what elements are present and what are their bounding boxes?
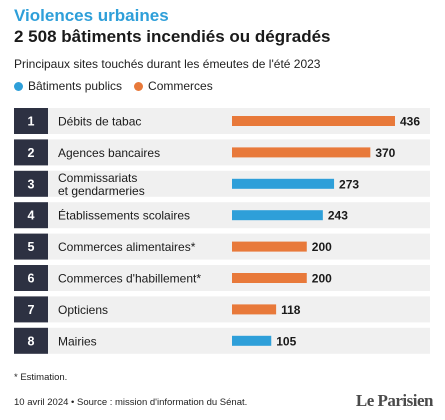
- rank-box: [14, 233, 48, 260]
- legend-label-publics: Bâtiments publics: [28, 79, 123, 93]
- legend-dot-publics: [14, 81, 23, 91]
- rank-number: 1: [28, 115, 35, 129]
- bar: [232, 178, 335, 189]
- legend-label-commerces: Commerces: [148, 79, 213, 93]
- brand-logo: Le Parisien: [355, 391, 434, 410]
- data-label: 436: [400, 115, 420, 129]
- row-background: [14, 296, 430, 323]
- chart-title: Violences urbaines: [14, 6, 169, 25]
- rank-box: [14, 265, 48, 291]
- footnote: * Estimation.: [14, 372, 68, 383]
- row-background: [14, 170, 430, 197]
- category-label: et gendarmeries: [58, 184, 145, 198]
- rank-number: 4: [28, 209, 35, 223]
- category-label: Mairies: [58, 334, 97, 348]
- rank-number: 2: [28, 146, 35, 160]
- source-line: 10 avril 2024 • Source : mission d'infor…: [14, 397, 248, 408]
- category-label: Commerces alimentaires*: [58, 240, 196, 254]
- category-label: Commissariats: [58, 171, 137, 185]
- data-label: 200: [312, 272, 332, 286]
- bar: [232, 304, 277, 315]
- data-label: 200: [312, 240, 332, 254]
- legend-item-publics: Bâtiments publics: [14, 79, 122, 93]
- bar: [232, 116, 395, 126]
- rank-box: [14, 296, 48, 323]
- bar: [232, 335, 272, 346]
- data-label: 118: [281, 303, 301, 317]
- rank-box: [14, 108, 48, 134]
- legend-dot-commerces: [134, 81, 144, 91]
- chart-subtitle: Principaux sites touchés durant les émeu…: [14, 57, 321, 71]
- bar: [232, 147, 371, 158]
- category-label: Agences bancaires: [58, 146, 160, 160]
- row-background: [14, 265, 430, 291]
- rank-number: 7: [28, 303, 35, 317]
- rank-number: 5: [28, 240, 35, 254]
- data-label: 273: [339, 177, 359, 191]
- category-label: Débits de tabac: [58, 115, 141, 129]
- row-background: [14, 202, 430, 229]
- rank-box: [14, 202, 48, 229]
- rank-box: [14, 170, 48, 197]
- row-background: [14, 233, 430, 260]
- category-label: Opticiens: [58, 303, 108, 317]
- category-label: Commerces d'habillement*: [58, 272, 201, 286]
- rank-box: [14, 327, 48, 354]
- legend-item-commerces: Commerces: [134, 79, 213, 93]
- bar: [232, 241, 307, 252]
- legend: Bâtiments publics Commerces: [14, 79, 225, 93]
- bar: [232, 210, 323, 221]
- row-background: [14, 327, 430, 354]
- data-label: 105: [276, 334, 296, 348]
- data-label: 243: [328, 209, 348, 223]
- chart-headline: 2 508 bâtiments incendiés ou dégradés: [14, 27, 331, 46]
- rank-number: 3: [28, 177, 35, 191]
- rank-number: 8: [28, 334, 35, 348]
- rank-box: [14, 139, 48, 166]
- data-label: 370: [375, 146, 395, 160]
- bar: [232, 273, 307, 283]
- rank-number: 6: [28, 272, 35, 286]
- category-label: Établissements scolaires: [58, 208, 190, 223]
